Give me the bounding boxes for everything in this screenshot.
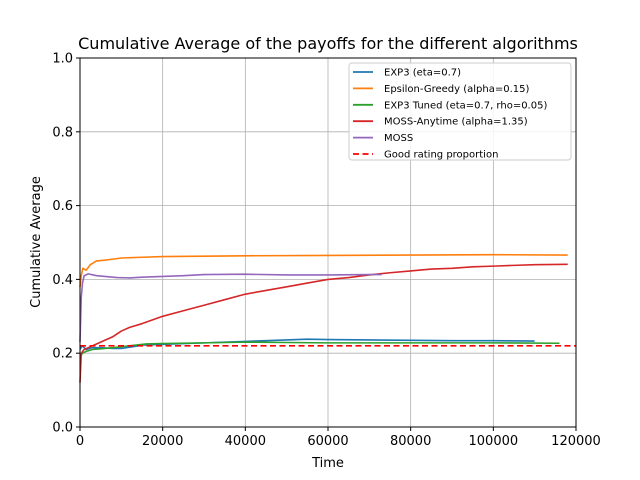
legend-label: MOSS-Anytime (alpha=1.35) [384,117,528,128]
x-axis-label: Time [311,456,344,471]
y-tick-label: 0.2 [52,347,73,362]
y-tick-label: 0.0 [52,421,73,436]
x-tick-label: 60000 [307,434,348,449]
legend-label: Good rating proportion [384,150,498,161]
series-lines [79,253,576,383]
x-tick-label: 120000 [551,434,601,449]
y-axis-label: Cumulative Average [29,176,44,308]
legend-box [348,62,572,161]
y-tick-label: 1.0 [52,52,73,67]
axis-ticks: 0 20000 40000 60000 80000 100000 120000 0.0 0.2 0… [52,52,601,450]
x-tick-label: 20000 [142,434,183,449]
y-tick-label: 0.8 [52,125,73,140]
y-tick-label: 0.4 [52,273,73,288]
series-line [79,273,382,343]
legend-label: Epsilon-Greedy (alpha=0.15) [384,84,530,95]
legend-label: MOSS [384,133,413,144]
x-tick-label: 100000 [469,434,519,449]
y-tick-label: 0.6 [52,199,73,214]
legend-label: EXP3 Tuned (eta=0.7, rho=0.05) [384,100,547,111]
legend: EXP3 (eta=0.7) Epsilon-Greedy (alpha=0.15… [348,62,572,161]
series-line [79,263,568,383]
x-tick-label: 0 [76,434,84,449]
series-line [79,253,568,287]
series-line [79,341,560,358]
legend-label: EXP3 (eta=0.7) [384,68,461,79]
x-tick-label: 40000 [225,434,266,449]
chart-title: Cumulative Average of the payoffs for th… [78,34,578,53]
x-tick-label: 80000 [390,434,431,449]
